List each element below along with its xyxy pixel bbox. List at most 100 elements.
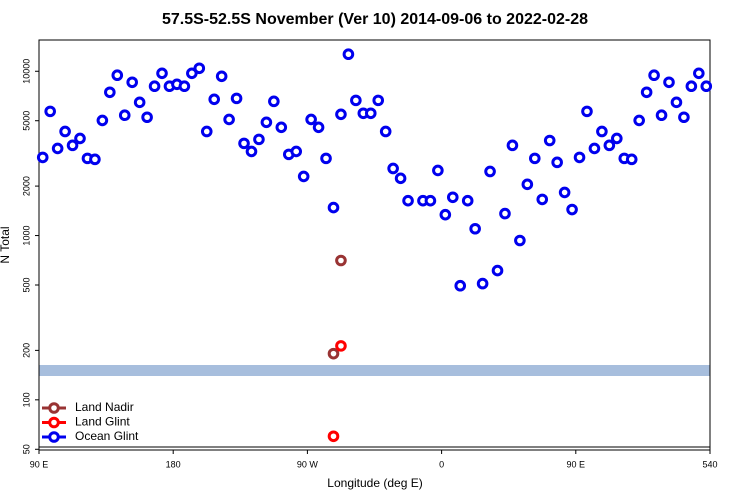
point xyxy=(297,170,310,183)
point xyxy=(514,234,526,247)
y-tick-label: 500 xyxy=(21,277,31,292)
point xyxy=(126,76,138,89)
point xyxy=(603,139,616,152)
x-axis-label: Longitude (deg E) xyxy=(327,476,422,490)
point xyxy=(200,125,213,138)
point xyxy=(253,133,265,146)
point xyxy=(469,222,481,235)
point xyxy=(461,194,474,207)
point xyxy=(678,111,690,124)
point xyxy=(193,62,206,75)
point xyxy=(59,125,71,138)
point xyxy=(208,93,221,106)
x-tick-label: 90 E xyxy=(30,459,49,469)
x-tick-label: 90 W xyxy=(297,459,319,469)
y-tick-label: 100 xyxy=(21,392,31,407)
point xyxy=(96,114,109,127)
x-tick-label: 540 xyxy=(702,459,717,469)
legend-marker xyxy=(48,431,60,443)
point xyxy=(424,194,437,207)
point xyxy=(141,111,153,124)
point xyxy=(394,172,407,185)
point xyxy=(327,201,340,214)
point xyxy=(700,80,713,93)
point xyxy=(402,194,414,207)
point xyxy=(133,96,146,109)
point xyxy=(484,165,496,178)
point xyxy=(186,67,198,80)
point xyxy=(476,277,489,290)
point xyxy=(238,137,250,150)
point xyxy=(327,347,340,360)
point xyxy=(335,340,347,352)
point xyxy=(521,178,534,191)
y-tick-label: 200 xyxy=(21,343,31,358)
point xyxy=(640,86,653,99)
point xyxy=(685,80,698,93)
legend-marker xyxy=(48,416,60,429)
point xyxy=(379,125,392,138)
point xyxy=(312,121,325,134)
chart-title: 57.5S-52.5S November (Ver 10) 2014-09-06… xyxy=(162,11,588,28)
point xyxy=(506,139,519,152)
y-tick-label: 5000 xyxy=(21,111,31,131)
point xyxy=(648,69,660,82)
point xyxy=(230,92,243,105)
point xyxy=(36,151,49,164)
y-tick-label: 50 xyxy=(21,444,31,454)
y-tick-label: 2000 xyxy=(21,176,31,196)
point xyxy=(245,145,258,158)
point xyxy=(528,152,541,165)
point xyxy=(327,430,340,443)
point xyxy=(491,264,504,277)
point xyxy=(670,96,683,109)
point xyxy=(558,186,571,199)
point xyxy=(566,203,578,216)
point xyxy=(350,94,362,107)
point xyxy=(66,139,79,152)
point xyxy=(111,69,124,82)
point xyxy=(633,114,645,127)
point xyxy=(342,48,355,61)
point xyxy=(215,70,228,83)
point xyxy=(446,191,459,204)
point xyxy=(499,207,511,220)
point xyxy=(432,164,444,177)
legend-label: Ocean Glint xyxy=(75,429,139,443)
point xyxy=(223,113,235,126)
point xyxy=(543,134,556,147)
point xyxy=(290,145,303,158)
point xyxy=(611,132,623,145)
legend-marker xyxy=(48,402,60,414)
point xyxy=(335,254,347,267)
point xyxy=(573,151,586,164)
point xyxy=(118,109,131,122)
point xyxy=(335,108,347,121)
point xyxy=(268,95,280,108)
point xyxy=(581,105,593,118)
point xyxy=(364,107,377,120)
point xyxy=(655,109,668,122)
point xyxy=(320,152,332,165)
point xyxy=(551,156,563,169)
y-tick-label: 1000 xyxy=(21,226,31,246)
point xyxy=(439,208,452,221)
legend-label: Land Nadir xyxy=(75,400,134,414)
point xyxy=(74,132,86,145)
point xyxy=(625,153,638,166)
point xyxy=(148,80,161,93)
point xyxy=(44,105,56,118)
plot-frame xyxy=(38,39,711,451)
y-axis-label: N Total xyxy=(0,226,12,263)
point xyxy=(51,142,64,155)
point xyxy=(596,125,608,138)
point xyxy=(663,76,675,89)
band xyxy=(39,365,710,376)
point xyxy=(588,142,601,155)
y-tick-label: 10000 xyxy=(21,59,31,84)
point xyxy=(275,121,288,134)
x-tick-label: 90 E xyxy=(567,459,586,469)
legend-label: Land Glint xyxy=(75,415,130,429)
